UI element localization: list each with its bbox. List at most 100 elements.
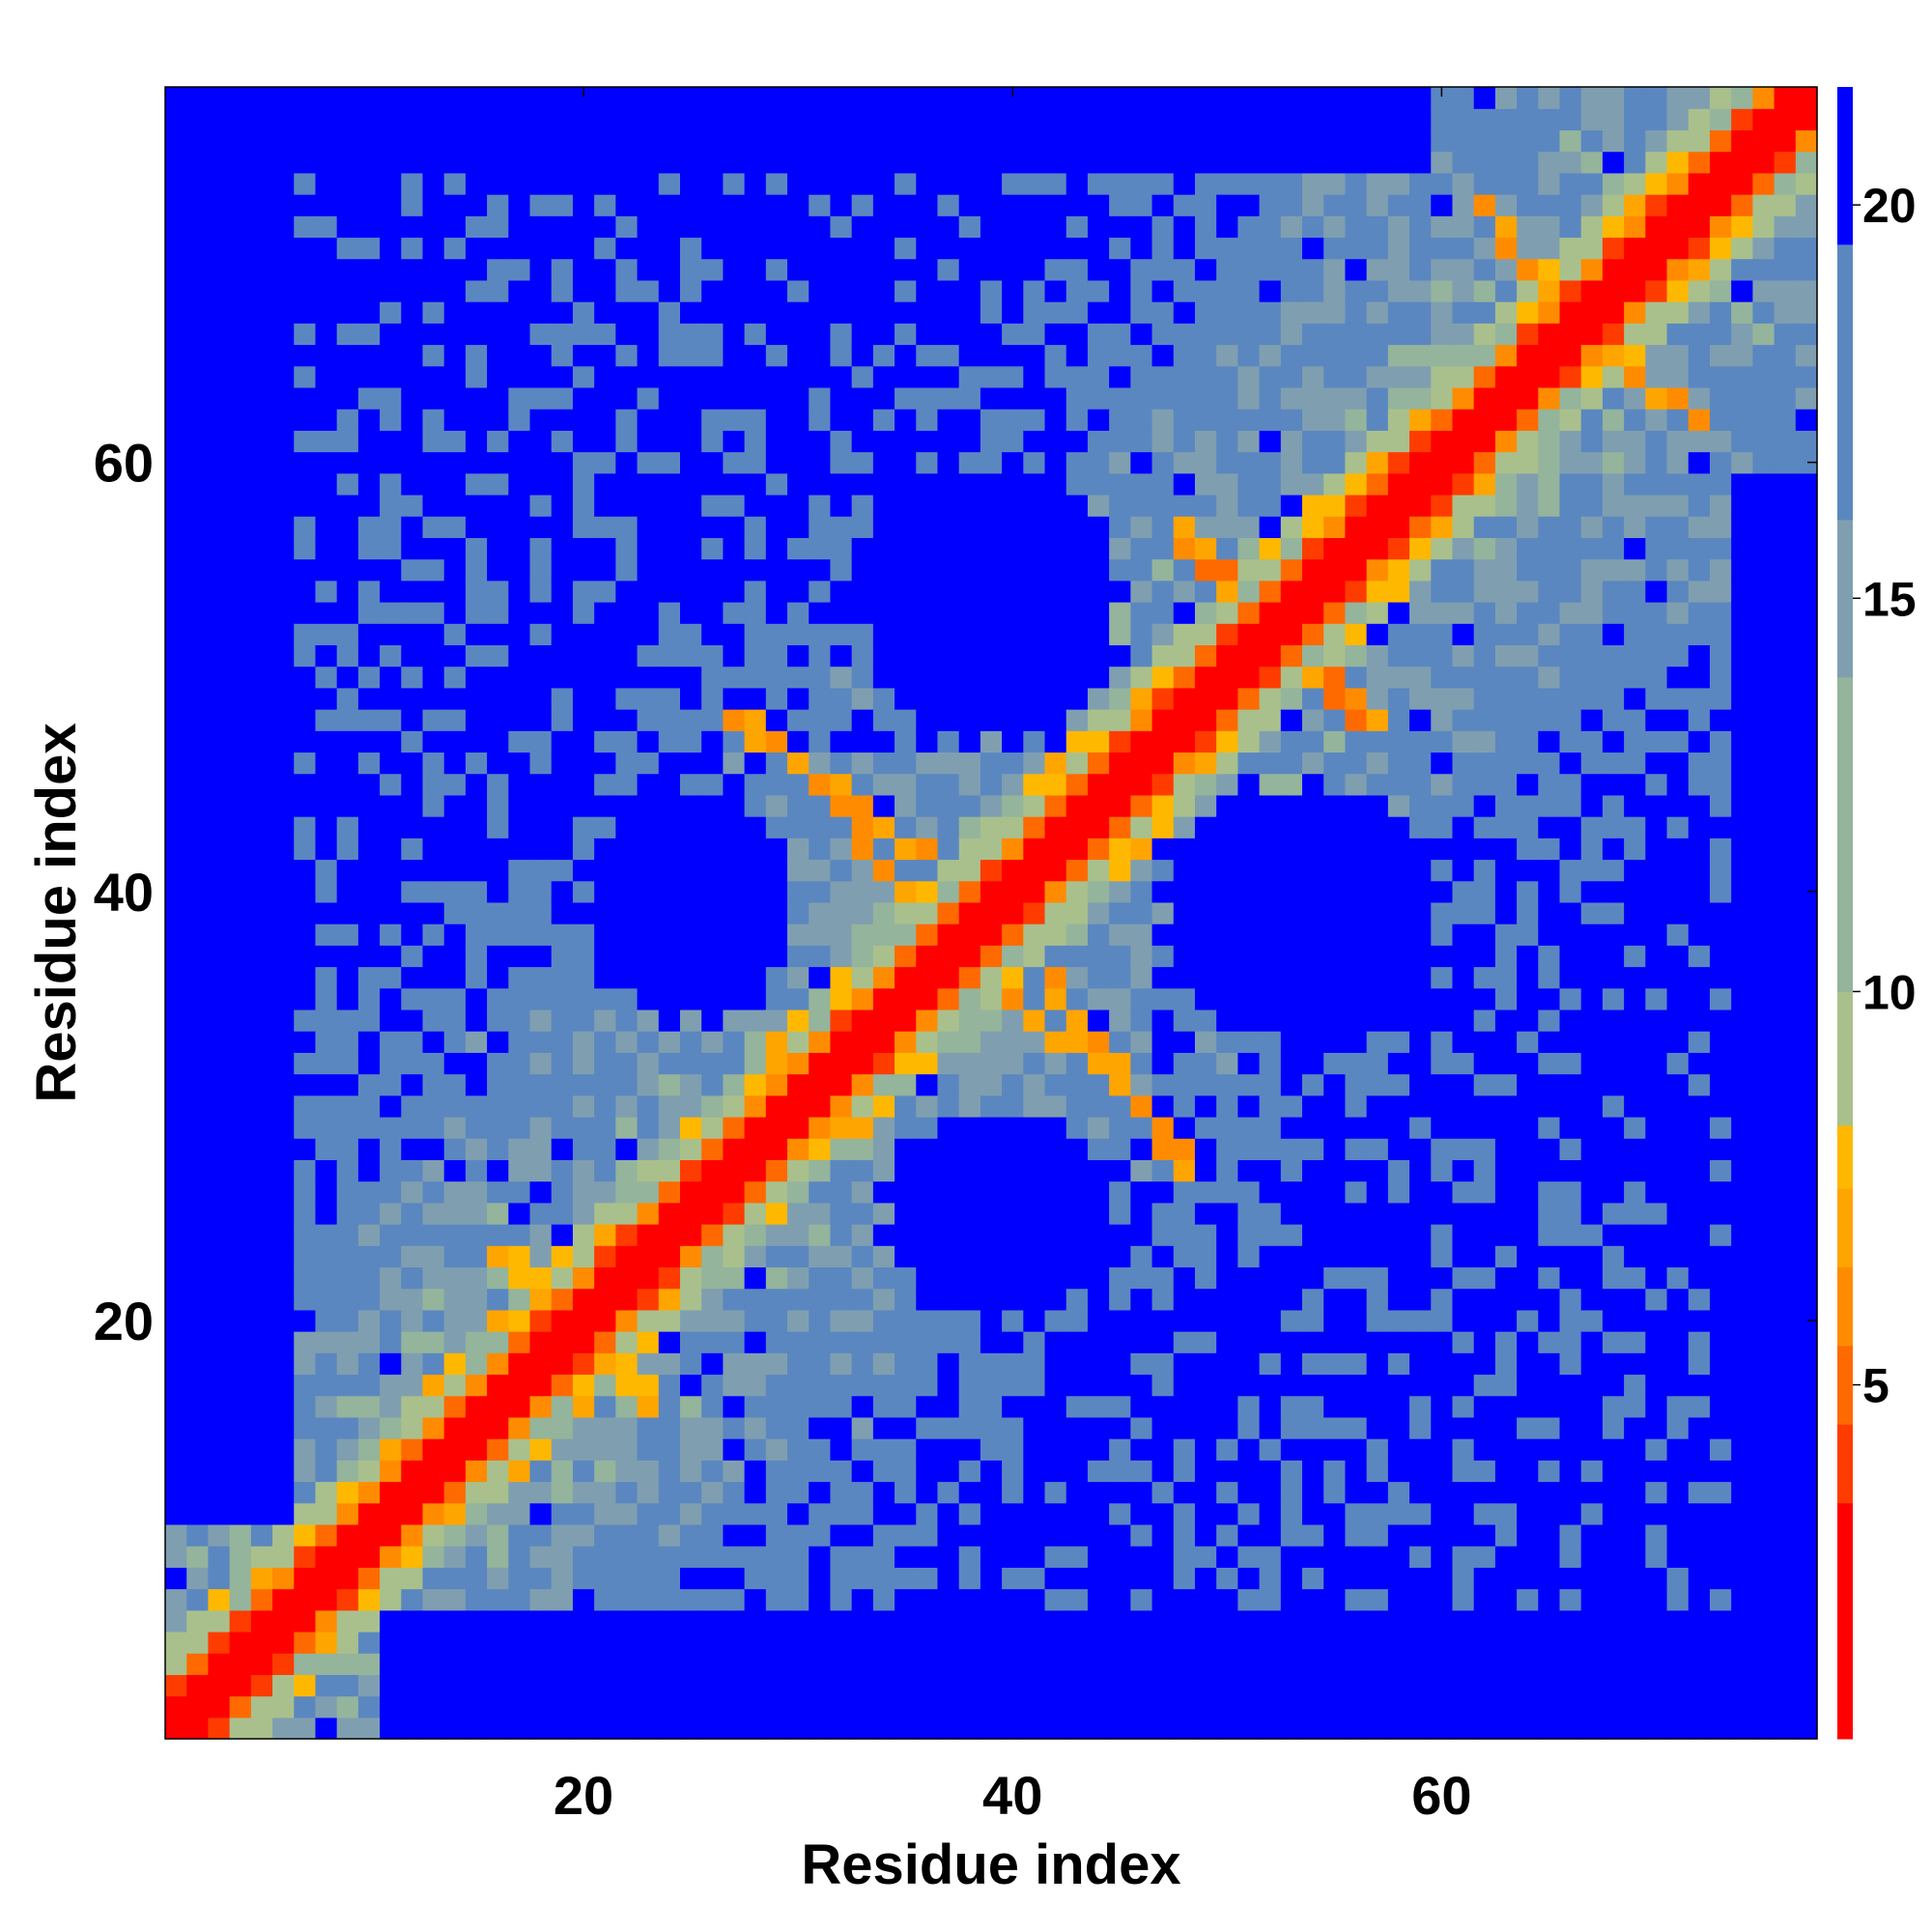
heatmap-cell (422, 344, 445, 367)
heatmap-cell (594, 880, 616, 903)
heatmap-cell (357, 687, 381, 710)
heatmap-cell (529, 709, 553, 731)
heatmap-cell (1494, 386, 1518, 410)
heatmap-cell (637, 838, 660, 861)
heatmap-cell (1023, 1331, 1046, 1353)
heatmap-cell (336, 129, 359, 153)
heatmap-cell (1302, 409, 1324, 431)
heatmap-cell (443, 623, 467, 645)
heatmap-cell (1280, 601, 1303, 624)
heatmap-cell (422, 1309, 445, 1332)
heatmap-cell (572, 1374, 595, 1397)
heatmap-cell (872, 1567, 895, 1590)
heatmap-cell (165, 172, 187, 195)
heatmap-cell (1216, 730, 1238, 753)
heatmap-cell (357, 1073, 381, 1096)
heatmap-cell (551, 1416, 574, 1439)
heatmap-cell (315, 730, 338, 753)
heatmap-cell (1002, 1309, 1024, 1332)
heatmap-cell (465, 1094, 488, 1118)
heatmap-cell (487, 1717, 509, 1740)
heatmap-cell (572, 1116, 595, 1139)
heatmap-cell (1237, 752, 1261, 775)
heatmap-cell (895, 1416, 917, 1439)
heatmap-cell (1387, 1266, 1410, 1290)
heatmap-cell (380, 1116, 402, 1139)
heatmap-cell (1517, 323, 1539, 346)
heatmap-cell (744, 1266, 767, 1290)
heatmap-cell (1216, 794, 1238, 817)
heatmap-cell (357, 1159, 381, 1182)
heatmap-cell (1345, 1717, 1368, 1740)
heatmap-cell (551, 87, 574, 109)
heatmap-cell (1130, 1288, 1153, 1311)
heatmap-cell (465, 258, 488, 281)
heatmap-cell (809, 386, 832, 410)
heatmap-cell (830, 1416, 853, 1439)
heatmap-cell (1517, 687, 1539, 710)
heatmap-cell (744, 1395, 767, 1418)
heatmap-cell (315, 1695, 338, 1719)
heatmap-cell (1452, 451, 1475, 474)
heatmap-cell (1044, 1717, 1067, 1740)
heatmap-cell (1323, 215, 1347, 239)
heatmap-cell (336, 1138, 359, 1160)
heatmap-cell (1280, 1460, 1303, 1483)
heatmap-cell (401, 1180, 424, 1204)
heatmap-cell (1002, 901, 1024, 924)
heatmap-cell (465, 558, 488, 582)
heatmap-cell (294, 344, 317, 367)
heatmap-cell (422, 1567, 445, 1590)
heatmap-cell (1366, 623, 1389, 645)
heatmap-cell (422, 108, 445, 131)
heatmap-cell (1345, 1052, 1368, 1075)
heatmap-cell (357, 730, 381, 753)
heatmap-cell (851, 451, 874, 474)
heatmap-cell (294, 386, 317, 410)
heatmap-cell (529, 1460, 553, 1483)
heatmap-cell (443, 1653, 467, 1675)
heatmap-cell (401, 1138, 424, 1160)
heatmap-cell (1087, 1138, 1110, 1160)
heatmap-cell (809, 558, 832, 582)
heatmap-cell (380, 279, 402, 302)
heatmap-cell (1494, 301, 1518, 324)
heatmap-cell (1151, 687, 1175, 710)
heatmap-cell (186, 1523, 210, 1547)
heatmap-cell (529, 451, 553, 474)
heatmap-cell (165, 1546, 187, 1568)
heatmap-cell (422, 1180, 445, 1204)
heatmap-cell (658, 279, 681, 302)
heatmap-cell (465, 409, 488, 431)
heatmap-cell (1473, 1331, 1496, 1353)
heatmap-cell (1366, 1523, 1389, 1547)
heatmap-cell (487, 494, 509, 517)
heatmap-cell (336, 601, 359, 624)
heatmap-cell (916, 344, 939, 367)
heatmap-cell (1065, 1631, 1089, 1654)
heatmap-cell (937, 365, 960, 388)
heatmap-cell (658, 816, 681, 838)
heatmap-cell (1259, 709, 1282, 731)
heatmap-cell (744, 1502, 767, 1525)
heatmap-cell (443, 1159, 467, 1182)
heatmap-cell (572, 623, 595, 645)
heatmap-cell (937, 880, 960, 903)
heatmap-cell (658, 365, 681, 388)
heatmap-cell (487, 1331, 509, 1353)
heatmap-cell (1494, 1695, 1518, 1719)
heatmap-cell (465, 430, 488, 453)
heatmap-cell (336, 1245, 359, 1268)
heatmap-cell (1280, 730, 1303, 753)
heatmap-cell (1431, 773, 1454, 796)
heatmap-cell (1517, 430, 1539, 453)
heatmap-cell (208, 1460, 231, 1483)
heatmap-cell (895, 494, 917, 517)
heatmap-cell (315, 537, 338, 560)
heatmap-cell (679, 451, 702, 474)
heatmap-cell (809, 623, 832, 645)
heatmap-cell (809, 1309, 832, 1332)
heatmap-cell (1280, 1374, 1303, 1397)
heatmap-cell (380, 451, 402, 474)
heatmap-cell (937, 1352, 960, 1376)
